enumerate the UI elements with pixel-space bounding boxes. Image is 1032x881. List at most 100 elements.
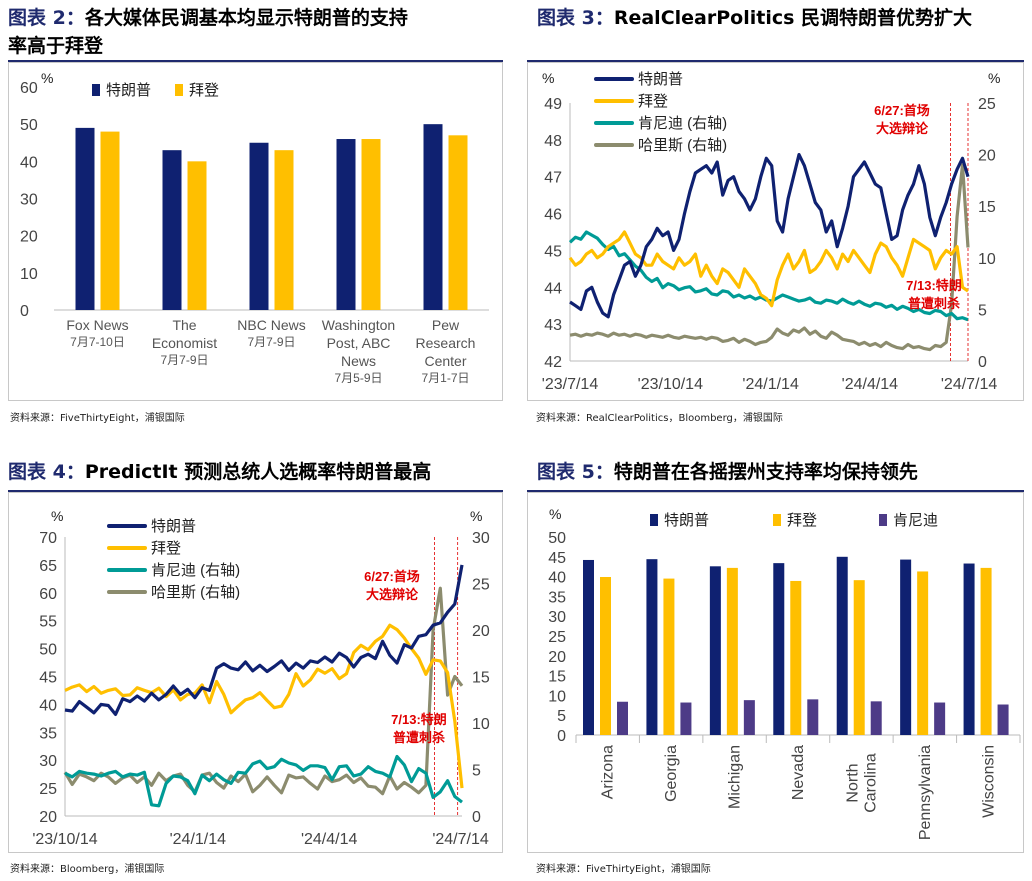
y-left-tick-label: 35 bbox=[39, 725, 57, 742]
y-left-unit: % bbox=[542, 70, 554, 86]
panel4-frame bbox=[8, 492, 503, 853]
y-left-tick-label: 42 bbox=[544, 354, 562, 371]
category-label: The bbox=[172, 317, 196, 333]
x-tick-label: '23/10/14 bbox=[638, 376, 703, 393]
legend-trump-swatch bbox=[650, 514, 658, 526]
y-right-tick-label: 5 bbox=[978, 302, 987, 319]
category-label: Michigan bbox=[727, 745, 744, 809]
bar-trump-3 bbox=[336, 139, 356, 310]
y-left-tick-label: 70 bbox=[39, 530, 57, 547]
bar-biden-2 bbox=[274, 150, 294, 310]
legend-trump-label: 特朗普 bbox=[151, 518, 196, 535]
x-tick-label: '24/1/14 bbox=[742, 376, 799, 393]
bar-trump-3 bbox=[773, 563, 785, 735]
x-tick-label: '24/7/14 bbox=[941, 376, 998, 393]
bar-biden-6 bbox=[980, 567, 992, 735]
panel4-source: 资料来源：Bloomberg，浦银国际 bbox=[10, 864, 165, 875]
legend-rfk-label: 肯尼迪 (右轴) bbox=[151, 562, 240, 579]
bar-trump-0 bbox=[75, 127, 95, 310]
y-tick-label: 30 bbox=[548, 609, 566, 626]
category-label: Economist bbox=[152, 335, 217, 351]
bar-trump-4 bbox=[423, 124, 443, 310]
bar-biden-3 bbox=[790, 580, 802, 735]
panel3-title-rule bbox=[527, 60, 1024, 62]
category-date: 7月7-9日 bbox=[247, 335, 295, 349]
y-right-tick-label: 20 bbox=[472, 623, 490, 640]
y-left-tick-label: 46 bbox=[544, 207, 562, 224]
legend-trump-swatch bbox=[92, 84, 100, 96]
bar-trump-2 bbox=[249, 142, 269, 310]
series-line-trump bbox=[569, 152, 970, 319]
y-left-tick-label: 50 bbox=[39, 642, 57, 659]
chart-swing-states: 0 5 10 15 20 25 30 35 40 45 50% Arizona Georgia Michi… bbox=[548, 506, 1021, 840]
x-tick-label: '24/7/14 bbox=[432, 831, 489, 848]
y-left-tick-label: 40 bbox=[39, 697, 57, 714]
series-line-harris bbox=[569, 163, 970, 352]
legend-biden-swatch bbox=[773, 514, 781, 526]
category-label: News bbox=[341, 353, 376, 369]
panel2-title-line2: 率高于拜登 bbox=[8, 35, 104, 57]
y-left-tick-label: 30 bbox=[39, 753, 57, 770]
panel5-title-rule bbox=[527, 490, 1024, 492]
event-annotation-line2: 普遭刺杀 bbox=[908, 296, 960, 311]
y-unit-label: % bbox=[41, 70, 53, 86]
y-unit-label: % bbox=[549, 506, 561, 522]
bar-biden-1 bbox=[663, 578, 675, 735]
y-right-tick-label: 0 bbox=[472, 809, 481, 826]
legend-rfk-label: 肯尼迪 (右轴) bbox=[638, 115, 727, 132]
category-label: Research bbox=[416, 335, 476, 351]
y-tick-label: 50 bbox=[20, 117, 38, 134]
bar-biden-0 bbox=[600, 576, 611, 735]
y-left-tick-label: 49 bbox=[544, 96, 562, 113]
legend-harris-label: 哈里斯 (右轴) bbox=[151, 584, 240, 601]
y-right-tick-label: 10 bbox=[472, 716, 490, 733]
panel4-title: 图表 4：PredictIt 预测总统人选概率特朗普最高 bbox=[8, 458, 431, 486]
bar-trump-1 bbox=[162, 150, 182, 310]
x-tick-label: '24/1/14 bbox=[170, 831, 227, 848]
bar-rfk5-6 bbox=[997, 704, 1009, 735]
event-annotation-line2: 大选辩论 bbox=[366, 587, 419, 602]
category-label: NBC News bbox=[237, 317, 305, 333]
legend-rfk-label: 肯尼迪 bbox=[893, 512, 938, 529]
event-annotation-line2: 大选辩论 bbox=[876, 121, 929, 136]
panel2-title-text: 各大媒体民调基本均显示特朗普的支持 bbox=[84, 7, 408, 29]
y-left-tick-label: 44 bbox=[544, 280, 562, 297]
chart-predictit: 20 25 30 35 40 45 50 55 60 65 70 0 5 10 15 20 25 30% % '23/… bbox=[32, 508, 490, 848]
legend-trump-label: 特朗普 bbox=[638, 71, 683, 88]
category-label: Post, ABC bbox=[327, 335, 391, 351]
y-left-tick-label: 47 bbox=[544, 170, 562, 187]
y-tick-label: 20 bbox=[20, 229, 38, 246]
bar-trump-0 bbox=[583, 559, 594, 735]
bar-biden-4 bbox=[853, 580, 865, 735]
panel2-title: 图表 2：各大媒体民调基本均显示特朗普的支持 率高于拜登 bbox=[8, 4, 408, 60]
bar-rfk5-1 bbox=[680, 702, 692, 735]
bar-biden-5 bbox=[917, 571, 929, 735]
chart-rcp-polls: 42 43 44 45 46 47 48 49 0 5 10 15 20 25% % '23/7/14 '23/… bbox=[542, 70, 1001, 393]
y-right-tick-label: 15 bbox=[978, 199, 996, 216]
chart-media-polls: 0 10 20 30 40 50 60% Fox News 7月7-10日 The Economis… bbox=[20, 70, 489, 385]
y-right-tick-label: 5 bbox=[472, 763, 481, 780]
y-left-tick-label: 45 bbox=[544, 243, 562, 260]
y-left-tick-label: 20 bbox=[39, 809, 57, 826]
panel3-frame bbox=[527, 62, 1024, 401]
category-label-part: Carolina bbox=[862, 753, 879, 813]
y-tick-label: 35 bbox=[548, 589, 566, 606]
y-left-unit: % bbox=[51, 508, 63, 524]
category-date: 7月5-9日 bbox=[334, 371, 382, 385]
bar-biden-0 bbox=[100, 131, 120, 310]
y-left-tick-label: 25 bbox=[39, 781, 57, 798]
y-left-tick-label: 48 bbox=[544, 133, 562, 150]
category-date: 7月1-7日 bbox=[421, 371, 469, 385]
panel2-frame bbox=[8, 62, 503, 401]
event-annotation-line2: 普遭刺杀 bbox=[393, 730, 445, 745]
y-left-tick-label: 65 bbox=[39, 558, 57, 575]
y-tick-label: 10 bbox=[548, 688, 566, 705]
panel3-source: 资料来源：RealClearPolitics，Bloomberg，浦银国际 bbox=[536, 413, 783, 424]
event-annotation-line1: 7/13:特朗 bbox=[391, 712, 447, 727]
bar-biden-4 bbox=[448, 135, 468, 310]
y-left-tick-label: 43 bbox=[544, 317, 562, 334]
y-tick-label: 15 bbox=[548, 669, 566, 686]
panel5-title-text: 特朗普在各摇摆州支持率均保持领先 bbox=[613, 461, 918, 483]
category-label-part: North bbox=[844, 763, 861, 802]
legend-biden-label: 拜登 bbox=[638, 93, 668, 110]
